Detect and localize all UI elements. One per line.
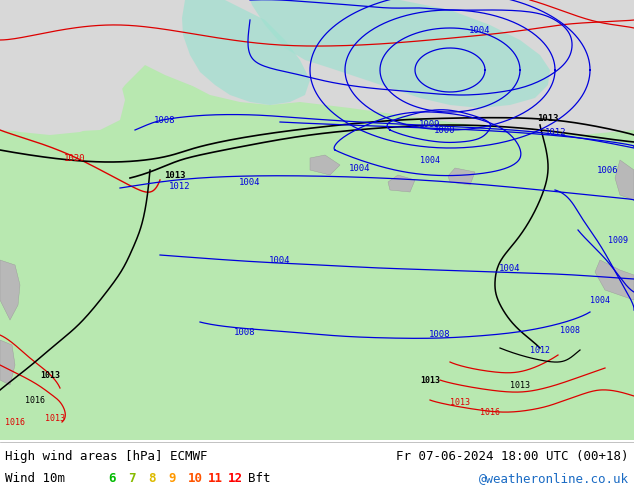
- Text: 1020: 1020: [64, 153, 86, 163]
- Text: 1004: 1004: [420, 156, 440, 165]
- Text: 1016: 1016: [25, 395, 45, 405]
- Text: Fr 07-06-2024 18:00 UTC (00+18): Fr 07-06-2024 18:00 UTC (00+18): [396, 450, 629, 463]
- Text: 11: 11: [208, 472, 223, 485]
- Text: @weatheronline.co.uk: @weatheronline.co.uk: [479, 472, 629, 485]
- Text: 1004: 1004: [469, 25, 491, 34]
- Text: 8: 8: [148, 472, 155, 485]
- Text: 1004: 1004: [239, 177, 261, 187]
- Text: 1004: 1004: [349, 164, 371, 172]
- Text: 1009: 1009: [608, 236, 628, 245]
- Text: 1013: 1013: [510, 381, 530, 390]
- Text: 1013: 1013: [164, 171, 186, 179]
- Text: 7: 7: [128, 472, 136, 485]
- Text: 1008: 1008: [560, 325, 580, 335]
- Text: 1008: 1008: [429, 329, 451, 339]
- Text: 1006: 1006: [597, 166, 619, 174]
- Text: 6: 6: [108, 472, 115, 485]
- Text: 1008: 1008: [234, 327, 256, 337]
- Text: Bft: Bft: [248, 472, 271, 485]
- Text: 1008: 1008: [154, 116, 176, 124]
- Text: 1016: 1016: [480, 408, 500, 416]
- Text: 1013: 1013: [45, 414, 65, 422]
- Text: High wind areas [hPa] ECMWF: High wind areas [hPa] ECMWF: [5, 450, 207, 463]
- Text: 1013: 1013: [450, 397, 470, 407]
- Text: 1000: 1000: [434, 125, 456, 135]
- Text: 1013: 1013: [40, 370, 60, 380]
- Text: 1013: 1013: [537, 114, 559, 122]
- Text: 1012: 1012: [169, 181, 191, 191]
- Text: 1009: 1009: [419, 120, 441, 128]
- Text: 1013: 1013: [420, 375, 440, 385]
- Text: 1004: 1004: [590, 295, 610, 304]
- Text: 1012: 1012: [545, 127, 567, 137]
- Text: 1016: 1016: [5, 417, 25, 426]
- Text: 1004: 1004: [499, 264, 521, 272]
- Text: 9: 9: [168, 472, 176, 485]
- Text: 1004: 1004: [269, 255, 291, 265]
- Text: 1012: 1012: [530, 345, 550, 355]
- Text: Wind 10m: Wind 10m: [5, 472, 65, 485]
- Text: 10: 10: [188, 472, 203, 485]
- Text: 12: 12: [228, 472, 243, 485]
